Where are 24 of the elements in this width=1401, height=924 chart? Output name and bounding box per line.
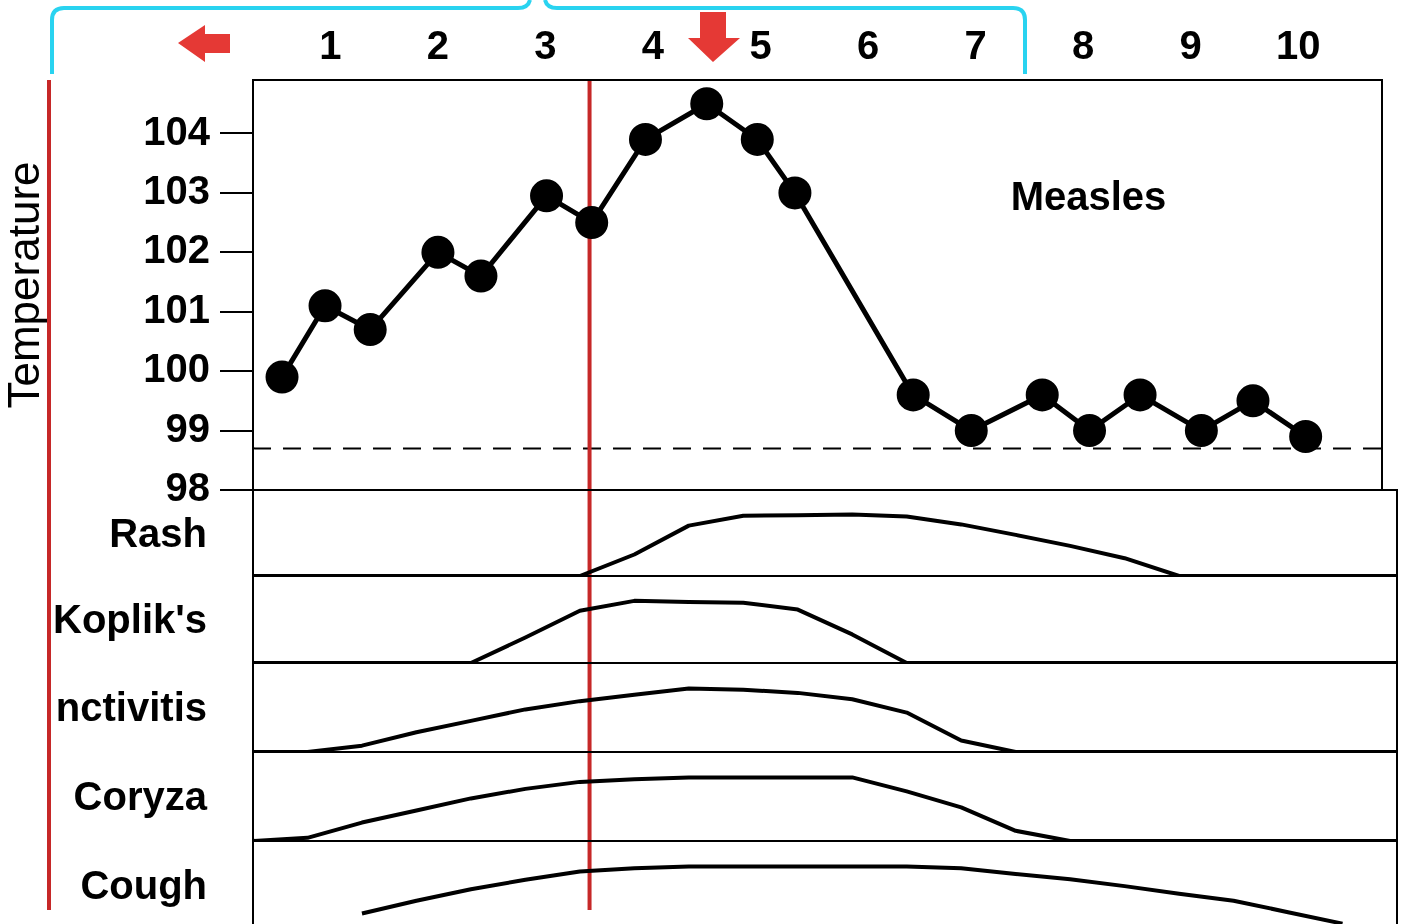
x-tick-label: 9 [1179, 23, 1202, 68]
x-tick-label: 10 [1275, 23, 1321, 68]
y-axis-title: Cough [80, 862, 207, 909]
y-axis-title: Temperature [0, 161, 48, 409]
x-tick-label: 6 [856, 23, 880, 68]
y-tick-label: 100 [143, 346, 210, 391]
x-tick-label: 2 [426, 23, 450, 68]
y-tick-label: 102 [143, 227, 210, 272]
y-axis-title: nctivitis [55, 684, 207, 731]
y-tick-label: 99 [165, 405, 210, 450]
x-tick-label: 7 [964, 23, 987, 68]
x-tick-label: 8 [1071, 23, 1095, 68]
x-tick-label: 5 [749, 23, 772, 68]
y-tick-label: 101 [143, 286, 210, 331]
x-tick-label: 4 [641, 23, 665, 68]
x-tick-label: 3 [534, 23, 557, 68]
y-tick-label: 103 [143, 167, 210, 212]
annotation: Measles [1010, 173, 1167, 218]
x-tick-label: 1 [319, 23, 342, 68]
y-tick-label: 104 [143, 108, 211, 153]
y-axis-title: Coryza [73, 773, 207, 820]
y-tick-label: 98 [165, 465, 210, 510]
y-axis-title: Koplik's [53, 596, 207, 643]
y-axis-title: Rash [109, 510, 207, 555]
